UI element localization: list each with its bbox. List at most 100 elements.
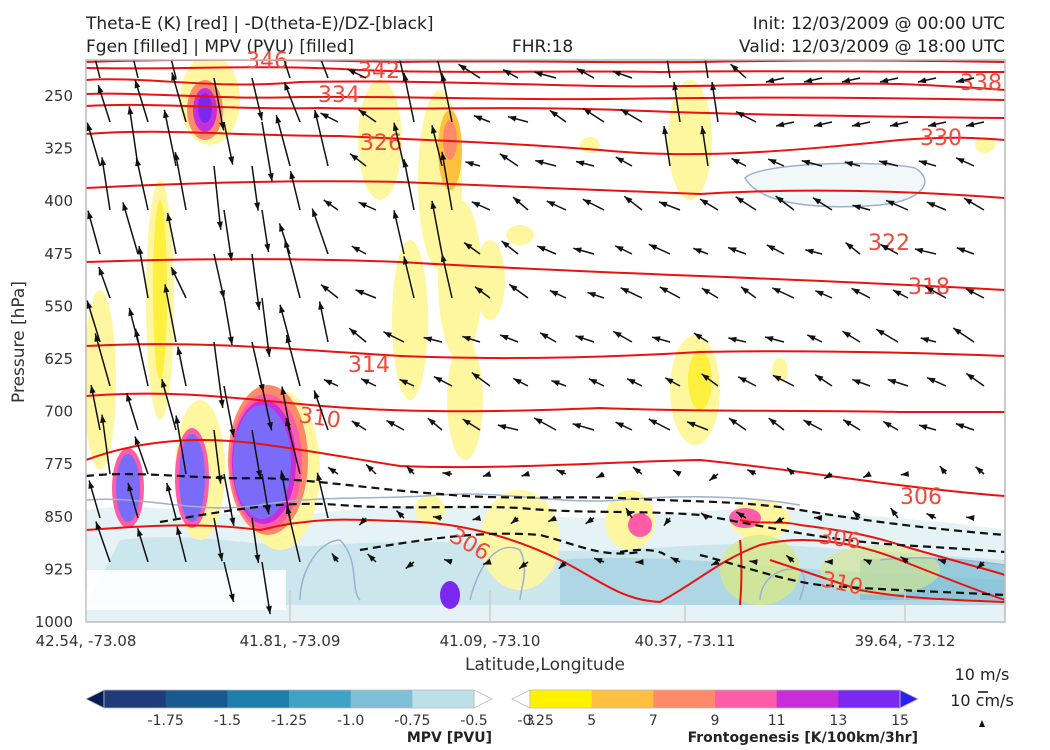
wind-vector-head bbox=[588, 378, 598, 385]
wind-vector-head bbox=[430, 125, 437, 134]
wind-vector-head bbox=[918, 77, 927, 84]
y-tick-label: 700 bbox=[44, 403, 73, 421]
wind-vector-head bbox=[925, 286, 934, 294]
colorbar-arrow-right bbox=[899, 689, 919, 709]
wind-vector-head bbox=[815, 290, 824, 297]
wind-vector bbox=[283, 60, 291, 79]
colorbar-tick-label: -0.25 bbox=[518, 713, 554, 729]
wind-vector-head bbox=[128, 307, 135, 317]
wind-vector-head bbox=[887, 379, 897, 385]
wind-vector-head bbox=[219, 290, 226, 299]
wind-vector-head bbox=[937, 559, 947, 565]
x-tick-label: 40.37, -73.11 bbox=[635, 632, 736, 650]
wind-vector-head bbox=[918, 160, 928, 167]
wind-vector-head bbox=[323, 379, 333, 386]
wind-vector-head bbox=[122, 202, 129, 211]
colorbar-tick-label: -0.75 bbox=[394, 713, 430, 729]
wind-vector-head bbox=[499, 153, 509, 161]
wind-vector-head bbox=[880, 244, 889, 251]
colorbar-swatch bbox=[289, 690, 352, 708]
wind-vector-head bbox=[700, 126, 707, 135]
wind-vector-head bbox=[440, 151, 447, 161]
vector-key: 10 m/s 10 cm/s bbox=[950, 665, 1014, 727]
wind-vector-head bbox=[402, 256, 409, 265]
wind-vector-head bbox=[256, 470, 262, 479]
wind-vector-head bbox=[576, 160, 585, 167]
wind-vector-head bbox=[747, 469, 756, 476]
wind-vector-head bbox=[176, 526, 182, 536]
wind-vector bbox=[436, 60, 443, 79]
wind-vector-head bbox=[738, 376, 747, 384]
wind-vector-head bbox=[430, 200, 437, 210]
wind-vector-head bbox=[312, 208, 318, 218]
wind-vector-head bbox=[279, 304, 285, 314]
mpv-colorbar-label: MPV [PVU] bbox=[407, 730, 492, 746]
wind-vector-head bbox=[852, 510, 861, 519]
wind-vector-head bbox=[501, 240, 510, 249]
wind-vector-head bbox=[534, 71, 543, 78]
wind-vector-head bbox=[735, 196, 745, 204]
wind-vector-head bbox=[164, 33, 170, 41]
wind-vector-head bbox=[786, 555, 795, 563]
wind-vector-head bbox=[772, 375, 782, 382]
wind-vector-head bbox=[216, 475, 223, 484]
theta-e-label: 334 bbox=[318, 83, 360, 108]
wind-vector-head bbox=[266, 421, 273, 431]
wind-vector-head bbox=[265, 605, 272, 615]
wind-vector-head bbox=[284, 82, 291, 91]
wind-vector-head bbox=[87, 210, 94, 220]
colorbar-swatch bbox=[776, 690, 839, 708]
wind-vector bbox=[403, 72, 415, 123]
wind-vector bbox=[138, 246, 149, 299]
wind-vector-head bbox=[648, 244, 658, 251]
wind-vector-head bbox=[366, 464, 374, 473]
colorbar-swatch bbox=[715, 690, 778, 708]
wind-vector-head bbox=[556, 469, 566, 476]
wind-vector-head bbox=[97, 84, 104, 94]
wind-vector-head bbox=[551, 380, 560, 387]
wind-vector-head bbox=[510, 516, 519, 524]
wind-vector-head bbox=[558, 561, 567, 569]
wind-vector-head bbox=[863, 559, 873, 566]
wind-vector bbox=[261, 561, 271, 615]
wind-vector-head bbox=[803, 420, 812, 427]
wind-vector-head bbox=[963, 198, 973, 205]
wind-vector-head bbox=[575, 335, 584, 342]
wind-vector-head bbox=[966, 121, 975, 128]
wind-vector-head bbox=[265, 348, 272, 357]
colorbar-tick-label: 11 bbox=[768, 713, 786, 729]
x-tick-label: 39.64, -73.12 bbox=[855, 632, 956, 650]
wind-vector bbox=[135, 157, 149, 211]
wind-vector-head bbox=[386, 420, 395, 427]
wind-vector-head bbox=[350, 153, 359, 161]
wind-vector-head bbox=[275, 115, 282, 124]
wind-vector-head bbox=[254, 554, 261, 563]
wind-vector-head bbox=[171, 267, 178, 276]
wind-vector-head bbox=[351, 246, 361, 253]
wind-vector-head bbox=[587, 292, 596, 298]
wind-vector-head bbox=[349, 328, 358, 336]
wind-vector-head bbox=[625, 508, 633, 517]
forecast-hour: FHR:18 bbox=[512, 37, 574, 57]
wind-vector-head bbox=[659, 286, 669, 294]
wind-vector-head bbox=[279, 470, 286, 479]
wind-vector-head bbox=[135, 157, 142, 167]
wind-vector-head bbox=[693, 248, 702, 255]
wind-vector-head bbox=[670, 557, 680, 564]
y-axis-label: Pressure [hPa] bbox=[9, 281, 29, 403]
wind-vector-head bbox=[648, 419, 658, 426]
colorbar-swatch bbox=[412, 690, 475, 708]
wind-vector-head bbox=[852, 204, 861, 211]
wind-vector-head bbox=[920, 337, 930, 343]
wind-vector-head bbox=[217, 552, 224, 562]
wind-vector-head bbox=[264, 505, 271, 515]
wind-vector-head bbox=[316, 472, 323, 482]
wind-vector bbox=[164, 284, 177, 343]
wind-vector-head bbox=[228, 593, 235, 603]
theta-e-label: 306 bbox=[817, 524, 862, 555]
wind-vector-head bbox=[700, 38, 706, 46]
x-tick-label: 42.54, -73.08 bbox=[36, 632, 137, 650]
wind-vector-head bbox=[313, 109, 320, 119]
wind-vector-head bbox=[537, 246, 546, 252]
wind-vector-head bbox=[432, 514, 442, 521]
